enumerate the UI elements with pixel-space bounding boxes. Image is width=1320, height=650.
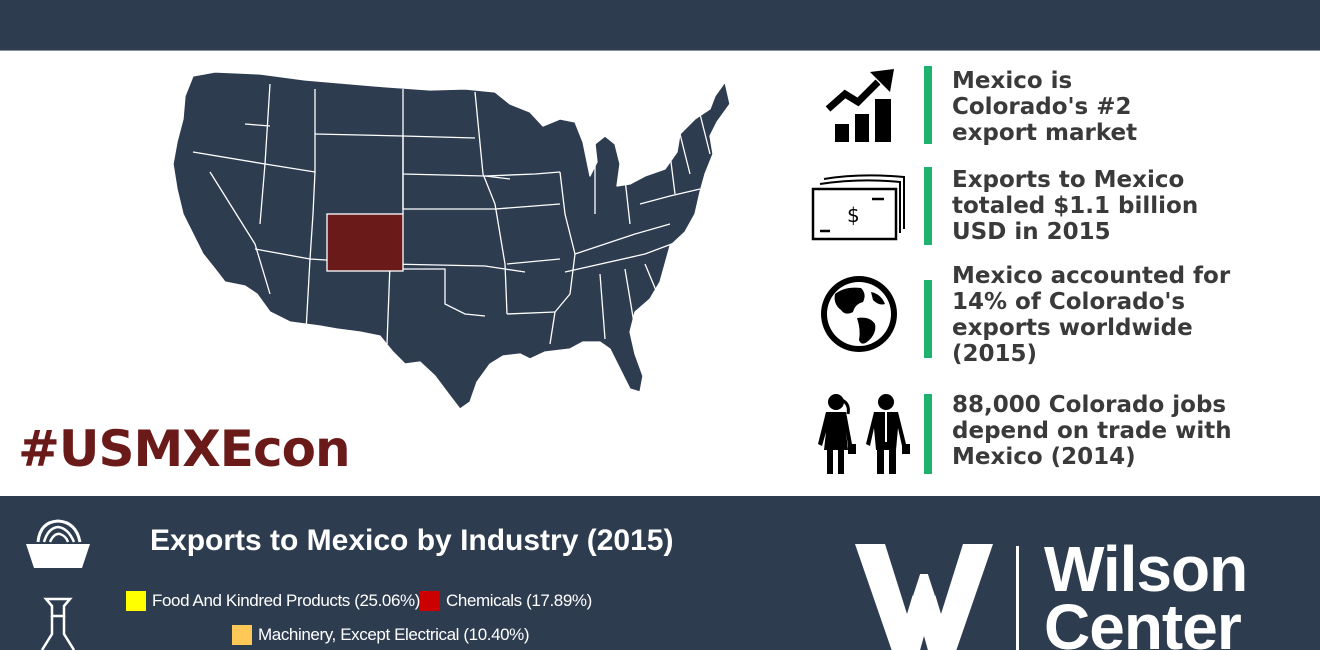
accent-bar [924, 394, 932, 474]
fact-export-share: Mexico accounted for 14% of Colorado's e… [805, 263, 1320, 382]
business-people-icon [805, 392, 915, 476]
fact-text: Mexico accounted for 14% of Colorado's e… [952, 263, 1231, 367]
wilson-center-w-logo [855, 544, 995, 650]
noodle-bowl-icon [24, 518, 92, 574]
logo-divider [1016, 546, 1019, 650]
fact-text: Mexico is Colorado's #2 export market [952, 68, 1138, 146]
fact-export-total: $ Exports to Mexico totaled $1.1 billion… [805, 167, 1320, 249]
chart-growth-icon [805, 64, 915, 144]
money-bills-icon: $ [805, 167, 915, 243]
globe-icon [805, 272, 915, 358]
industry-section: Exports to Mexico by Industry (2015) Foo… [0, 496, 1320, 650]
legend-label: Machinery, Except Electrical (10.40%) [258, 625, 530, 644]
facts-panel: Mexico is Colorado's #2 export market $ … [805, 52, 1320, 496]
legend-label: Food And Kindred Products (25.06%) [152, 591, 421, 610]
accent-bar [924, 167, 932, 245]
legend-item-chemicals: Chemicals (17.89%) [420, 591, 592, 611]
colorado-state [326, 213, 404, 272]
legend-item-food: Food And Kindred Products (25.06%) [126, 591, 420, 611]
fact-text: Exports to Mexico totaled $1.1 billion U… [952, 167, 1199, 245]
fact-jobs: 88,000 Colorado jobs depend on trade wit… [805, 392, 1320, 482]
legend-row-2: Machinery, Except Electrical (10.40%) [232, 625, 530, 645]
legend-swatch [420, 591, 441, 611]
legend-label: Chemicals (17.89%) [446, 591, 592, 610]
top-banner [0, 0, 1320, 51]
fact-text: 88,000 Colorado jobs depend on trade wit… [952, 392, 1232, 470]
hashtag-label: #USMXEcon [18, 420, 351, 478]
svg-text:$: $ [847, 203, 860, 227]
fact-export-rank: Mexico is Colorado's #2 export market [805, 64, 1320, 148]
legend-row-1: Food And Kindred Products (25.06%) Chemi… [126, 591, 592, 611]
legend-swatch [126, 591, 146, 611]
accent-bar [924, 66, 932, 144]
industry-title: Exports to Mexico by Industry (2015) [150, 524, 674, 557]
legend-swatch [232, 625, 252, 645]
main-panel: #USMXEcon Mexico is Colorado's #2 export… [0, 52, 1320, 496]
us-map [172, 71, 731, 410]
legend-item-machinery: Machinery, Except Electrical (10.40%) [232, 625, 530, 645]
chemistry-flask-icon [40, 596, 76, 650]
wilson-center-wordmark: Wilson Center [1044, 533, 1248, 650]
accent-bar [924, 280, 932, 358]
